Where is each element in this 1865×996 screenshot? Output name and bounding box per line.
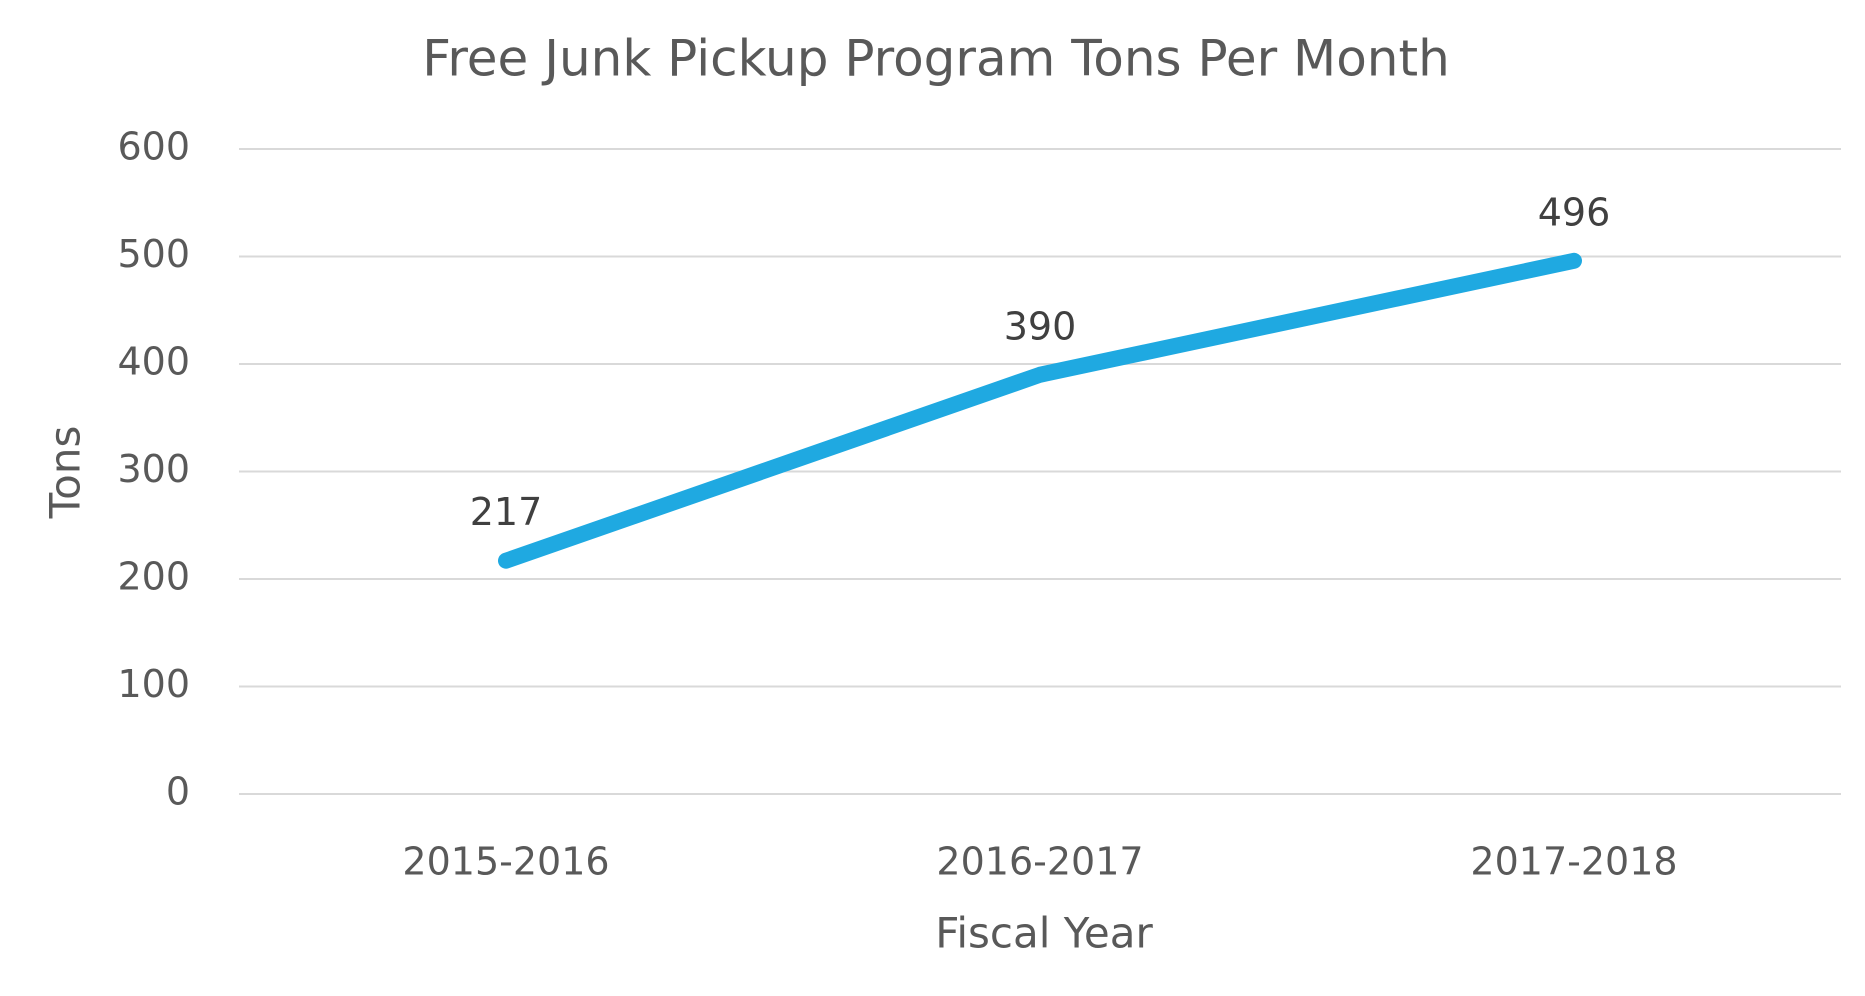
x-tick-label: 2016-2017 bbox=[936, 840, 1143, 884]
y-tick-label: 600 bbox=[117, 125, 190, 169]
x-axis-title: Fiscal Year bbox=[935, 909, 1153, 958]
data-label: 217 bbox=[470, 490, 543, 534]
data-line bbox=[498, 252, 1582, 569]
y-tick-label: 100 bbox=[117, 662, 190, 706]
y-tick-label: 300 bbox=[117, 447, 190, 491]
y-tick-label: 0 bbox=[166, 770, 190, 814]
x-tick-label: 2017-2018 bbox=[1470, 840, 1677, 884]
y-tick-label: 400 bbox=[117, 340, 190, 384]
y-axis-title: Tons bbox=[41, 426, 90, 520]
chart-title: Free Junk Pickup Program Tons Per Month bbox=[422, 30, 1450, 88]
y-tick-label: 200 bbox=[117, 555, 190, 599]
data-label: 390 bbox=[1004, 304, 1077, 348]
y-tick-label: 500 bbox=[117, 232, 190, 276]
data-label: 496 bbox=[1538, 190, 1611, 234]
x-tick-label: 2015-2016 bbox=[402, 840, 609, 884]
